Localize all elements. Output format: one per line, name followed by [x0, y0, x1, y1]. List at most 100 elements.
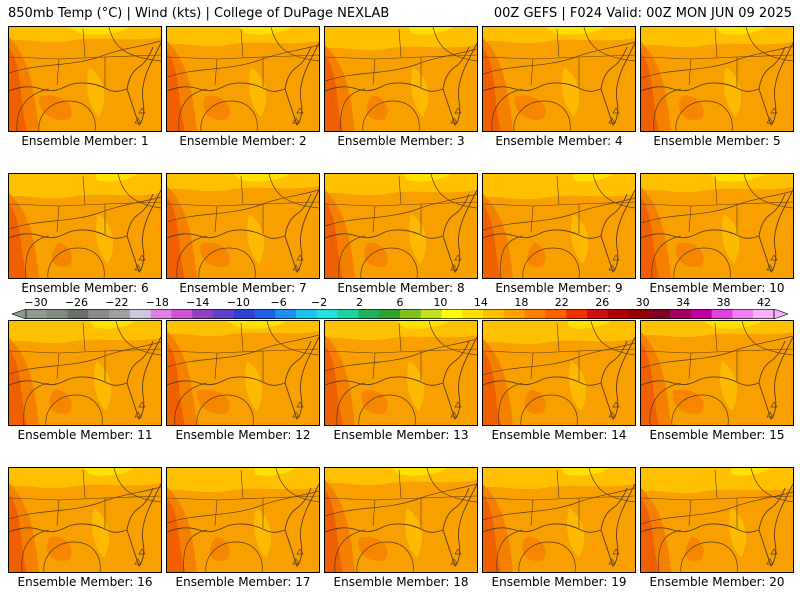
member-map-panel[interactable]: [482, 467, 636, 573]
ensemble-member-label: Ensemble Member: 2: [179, 134, 307, 148]
colorbar-swatch: [129, 309, 152, 319]
ensemble-member-label: Ensemble Member: 16: [17, 575, 153, 589]
member-map-panel[interactable]: [166, 26, 320, 132]
member-map-panel[interactable]: [324, 467, 478, 573]
temperature-map: [325, 174, 477, 278]
member-map-panel[interactable]: [324, 26, 478, 132]
member-map-panel[interactable]: [324, 320, 478, 426]
colorbar-tick-label: −10: [226, 296, 250, 309]
colorbar-swatch: [649, 309, 671, 319]
temperature-map: [9, 27, 161, 131]
ensemble-member-label: Ensemble Member: 12: [175, 428, 311, 442]
colorbar-swatch: [26, 309, 48, 319]
temperature-map: [167, 468, 319, 572]
colorbar-swatch: [88, 309, 110, 319]
member-map-panel[interactable]: [640, 467, 794, 573]
ensemble-member-label: Ensemble Member: 7: [179, 281, 307, 295]
ensemble-member-label: Ensemble Member: 9: [495, 281, 623, 295]
colorbar-swatch: [296, 309, 318, 319]
colorbar-outline: [25, 309, 775, 319]
temperature-map: [167, 174, 319, 278]
member-map-panel[interactable]: [8, 173, 162, 279]
ensemble-member-label: Ensemble Member: 14: [491, 428, 627, 442]
temperature-map: [9, 468, 161, 572]
colorbar-swatch: [316, 309, 339, 319]
colorbar-swatch: [420, 309, 443, 319]
colorbar-swatch: [46, 309, 69, 319]
colorbar-tick-label: 22: [554, 296, 569, 309]
temperature-map: [641, 27, 793, 131]
colorbar-swatch: [337, 309, 359, 319]
colorbar-swatch: [109, 309, 131, 319]
ensemble-member-label: Ensemble Member: 10: [649, 281, 785, 295]
colorbar-tick-label: 10: [433, 296, 448, 309]
temperature-map: [641, 174, 793, 278]
colorbar-tick-label: −30: [24, 296, 48, 309]
member-map-panel[interactable]: [8, 467, 162, 573]
ensemble-member-label: Ensemble Member: 3: [337, 134, 465, 148]
colorbar-swatch: [587, 309, 609, 319]
ensemble-member-label: Ensemble Member: 5: [653, 134, 781, 148]
member-map-panel[interactable]: [166, 320, 320, 426]
member-map-panel[interactable]: [640, 320, 794, 426]
colorbar-swatch: [358, 309, 380, 319]
temperature-map: [483, 468, 635, 572]
colorbar-tick-label: −22: [105, 296, 129, 309]
colorbar-swatch: [503, 309, 526, 319]
colorbar-tick-label: −18: [145, 296, 169, 309]
member-map-panel[interactable]: [166, 173, 320, 279]
member-map-panel[interactable]: [8, 26, 162, 132]
colorbar-max-arrow: [773, 309, 788, 319]
colorbar-swatch: [192, 309, 214, 319]
ensemble-member-label: Ensemble Member: 13: [333, 428, 469, 442]
member-map-panel[interactable]: [166, 467, 320, 573]
member-map-panel[interactable]: [640, 26, 794, 132]
ensemble-member-label: Ensemble Member: 4: [495, 134, 623, 148]
colorbar-swatch: [379, 309, 401, 319]
colorbar-swatch: [171, 309, 193, 319]
colorbar-swatch: [275, 309, 297, 319]
colorbar-swatch: [483, 309, 505, 319]
ensemble-member-label: Ensemble Member: 11: [17, 428, 153, 442]
valid-time-title: 00Z GEFS | F024 Valid: 00Z MON JUN 09 20…: [493, 6, 792, 21]
temperature-map: [641, 468, 793, 572]
colorbar-swatch: [690, 309, 713, 319]
temperature-map: [167, 321, 319, 425]
colorbar-swatch: [462, 309, 484, 319]
colorbar-tick-label: 30: [635, 296, 650, 309]
colorbar-tick-label: 38: [716, 296, 731, 309]
member-map-panel[interactable]: [8, 320, 162, 426]
temperature-map: [167, 27, 319, 131]
colorbar-swatch: [711, 309, 733, 319]
colorbar-swatch: [67, 309, 89, 319]
ensemble-member-label: Ensemble Member: 15: [649, 428, 785, 442]
colorbar-tick-label: 6: [396, 296, 404, 309]
colorbar-swatch: [524, 309, 546, 319]
colorbar-swatch: [233, 309, 256, 319]
colorbar-tick-label: 14: [473, 296, 488, 309]
ensemble-member-label: Ensemble Member: 8: [337, 281, 465, 295]
colorbar-swatch: [732, 309, 754, 319]
temperature-map: [9, 321, 161, 425]
colorbar-scale: [12, 309, 788, 319]
member-map-panel[interactable]: [324, 173, 478, 279]
member-map-panel[interactable]: [482, 320, 636, 426]
member-map-panel[interactable]: [640, 173, 794, 279]
member-map-panel[interactable]: [482, 26, 636, 132]
ensemble-member-label: Ensemble Member: 1: [21, 134, 149, 148]
colorbar-swatch: [254, 309, 276, 319]
ensemble-member-label: Ensemble Member: 18: [333, 575, 469, 589]
colorbar-swatch: [545, 309, 567, 319]
colorbar-tick-label: 2: [356, 296, 364, 309]
temperature-map: [483, 27, 635, 131]
colorbar-swatch: [441, 309, 463, 319]
temperature-map: [641, 321, 793, 425]
ensemble-member-label: Ensemble Member: 19: [491, 575, 627, 589]
colorbar: −30 −26 −22 −18 −14 −10 −6 −2 2 6 10 14 18 22 26 30 34 38…: [0, 296, 800, 320]
colorbar-tick-label: 26: [595, 296, 610, 309]
ensemble-member-label: Ensemble Member: 20: [649, 575, 785, 589]
colorbar-min-arrow: [12, 309, 27, 319]
colorbar-swatch: [753, 309, 775, 319]
colorbar-swatch: [607, 309, 630, 319]
member-map-panel[interactable]: [482, 173, 636, 279]
